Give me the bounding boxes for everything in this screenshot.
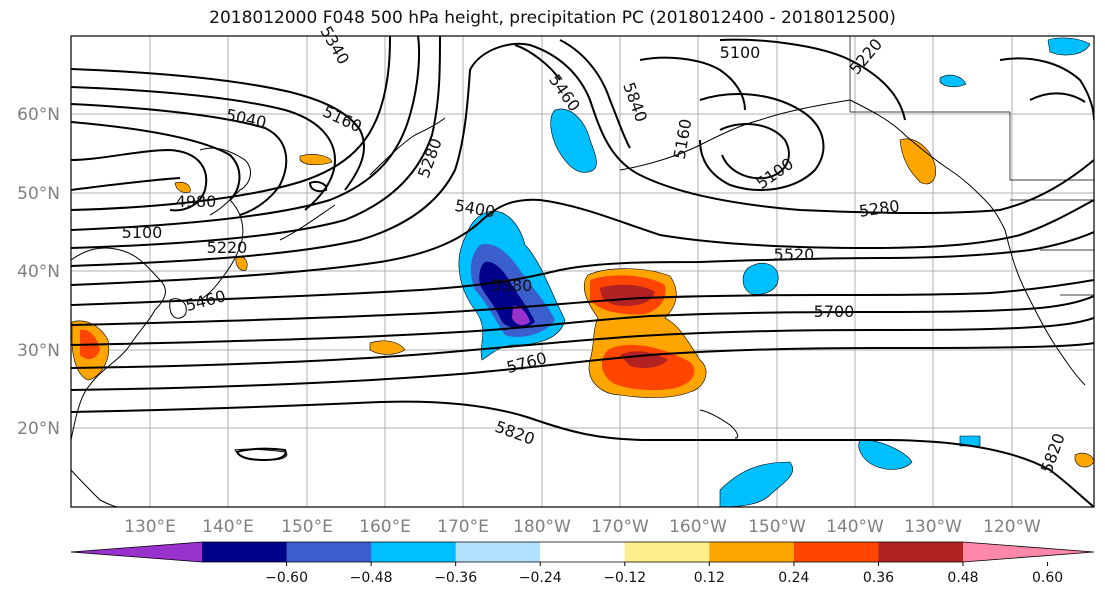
colorbar-swatch — [455, 542, 541, 562]
colorbar-swatch — [878, 542, 964, 562]
colorbar-swatch — [709, 542, 795, 562]
colorbar-tick-label: 0.12 — [694, 570, 725, 586]
contour-label: 4980 — [176, 192, 217, 211]
lat-label: 60°N — [17, 105, 60, 125]
colorbar-tick-label: −0.48 — [350, 570, 393, 586]
negative-precip-north — [550, 108, 597, 173]
lon-label: 160°W — [669, 517, 727, 537]
colorbar-extend-high — [963, 542, 1094, 562]
contour-label: 5520 — [774, 245, 815, 264]
lat-label: 50°N — [17, 184, 60, 204]
colorbar-swatches — [70, 541, 1095, 563]
lon-label: 150°W — [748, 517, 806, 537]
lon-label: 170°W — [591, 517, 649, 537]
colorbar-ticks: −0.60 −0.48 −0.36 −0.24 −0.12 0.12 0.24 0.36 0.4… — [265, 562, 1063, 586]
colorbar-tick-label: −0.12 — [603, 570, 646, 586]
colorbar-swatch — [286, 542, 372, 562]
colorbar-swatch — [202, 542, 288, 562]
lon-label: 130°E — [124, 517, 176, 537]
colorbar-tick-label: 0.36 — [863, 570, 894, 586]
lon-label: 140°E — [202, 517, 254, 537]
map-title: 2018012000 F048 500 hPa height, precipit… — [209, 8, 896, 28]
colorbar-tick-label: 0.24 — [778, 570, 809, 586]
lon-label: 130°W — [904, 517, 962, 537]
lon-label: 170°E — [437, 517, 489, 537]
contour-label: 5220 — [207, 238, 248, 257]
colorbar-extend-low — [71, 542, 202, 562]
longitude-labels: 130°E 140°E 150°E 160°E 170°E 180°W 170°… — [124, 517, 1041, 537]
lat-label: 30°N — [17, 341, 60, 361]
plot-frame — [70, 35, 1095, 508]
lat-label: 40°N — [17, 262, 60, 282]
colorbar-tick-label: −0.60 — [265, 570, 308, 586]
colorbar-tick-label: −0.36 — [434, 570, 477, 586]
colorbar-tick-label: −0.24 — [519, 570, 562, 586]
graticule — [71, 36, 1094, 507]
contour-label: 5100 — [122, 223, 163, 242]
latitude-labels: 60°N 50°N 40°N 30°N 20°N — [17, 105, 60, 439]
colorbar-swatch — [371, 542, 457, 562]
contour-label: 5100 — [720, 43, 761, 62]
colorbar-swatch — [793, 542, 879, 562]
lon-label: 180°W — [513, 517, 571, 537]
contour-label: 5700 — [814, 302, 855, 321]
coastlines — [71, 99, 1086, 507]
lat-label: 20°N — [17, 419, 60, 439]
colorbar-swatch — [540, 542, 626, 562]
height-contours — [71, 36, 1094, 507]
colorbar-tick-label: 0.60 — [1032, 570, 1063, 586]
colorbar-outline — [70, 541, 1095, 563]
lon-label: 150°E — [281, 517, 333, 537]
lon-label: 160°E — [359, 517, 411, 537]
colorbar-swatch — [624, 542, 710, 562]
colorbar-tick-label: 0.48 — [947, 570, 978, 586]
lon-label: 120°W — [983, 517, 1041, 537]
colorbar: −0.60 −0.48 −0.36 −0.24 −0.12 0.12 0.24 0.36 0.4… — [70, 541, 1095, 586]
lon-label: 140°W — [826, 517, 884, 537]
precip-shading — [71, 37, 1094, 507]
contour-label: 5580 — [492, 276, 533, 295]
